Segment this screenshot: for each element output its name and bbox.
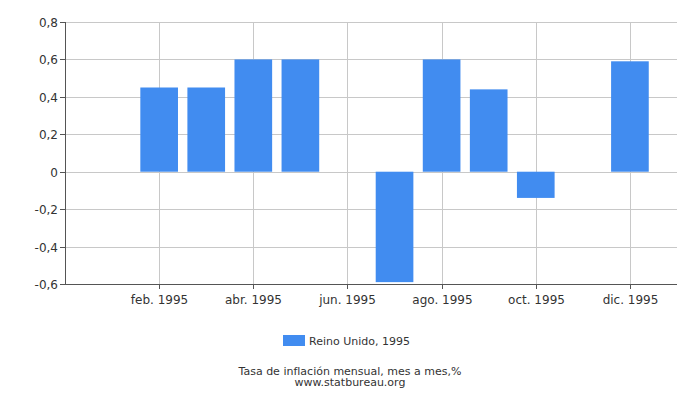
bar: [282, 59, 320, 171]
grid-line: [536, 22, 537, 284]
y-tick: [60, 97, 65, 98]
grid: [60, 22, 677, 289]
x-tick-label: dic. 1995: [603, 293, 659, 307]
y-tick-label: -0,4: [35, 241, 58, 255]
grid-line: [65, 284, 677, 285]
bar: [517, 172, 555, 198]
bar: [234, 59, 272, 171]
y-tick: [60, 172, 65, 173]
y-tick: [60, 247, 65, 248]
grid-line: [65, 22, 677, 23]
legend-label: Reino Unido, 1995: [309, 335, 410, 348]
chart: -0,6 -0,4 -0,2 0 0,2 0,4 0,6 0,8 feb. 1995 abr. 1…: [0, 0, 700, 400]
y-tick: [60, 209, 65, 210]
x-tick-label: oct. 1995: [508, 293, 565, 307]
y-tick-label: 0,4: [39, 91, 58, 105]
bar: [187, 88, 225, 172]
y-tick-label: 0,2: [39, 128, 58, 142]
y-tick-label: -0,6: [35, 278, 58, 292]
x-tick-label: jun. 1995: [318, 293, 376, 307]
x-tick-label: abr. 1995: [225, 293, 282, 307]
grid-line: [65, 209, 677, 210]
bar: [564, 171, 602, 172]
x-tick-label: feb. 1995: [131, 293, 188, 307]
legend: Reino Unido, 1995: [283, 335, 410, 348]
x-axis: [65, 284, 677, 285]
source: www.statbureau.org: [295, 376, 406, 389]
grid-line: [65, 59, 677, 60]
bar: [329, 171, 367, 172]
bar: [140, 88, 178, 172]
y-tick: [60, 284, 65, 285]
x-tick-label: ago. 1995: [412, 293, 472, 307]
bar: [93, 171, 131, 172]
y-tick-label: 0,8: [39, 16, 58, 30]
y-tick-label: 0: [50, 166, 58, 180]
grid-line: [65, 172, 677, 173]
bar: [470, 89, 508, 171]
legend-swatch: [283, 335, 305, 346]
y-axis: [65, 22, 66, 284]
grid-line: [347, 22, 348, 284]
bar: [423, 59, 461, 171]
y-tick-label: -0,2: [35, 203, 58, 217]
y-tick: [60, 59, 65, 60]
y-tick: [60, 22, 65, 23]
bar: [611, 61, 649, 171]
y-tick: [60, 134, 65, 135]
grid-line: [65, 247, 677, 248]
bar: [376, 172, 414, 282]
y-tick-label: 0,6: [39, 53, 58, 67]
bars: [140, 59, 648, 282]
